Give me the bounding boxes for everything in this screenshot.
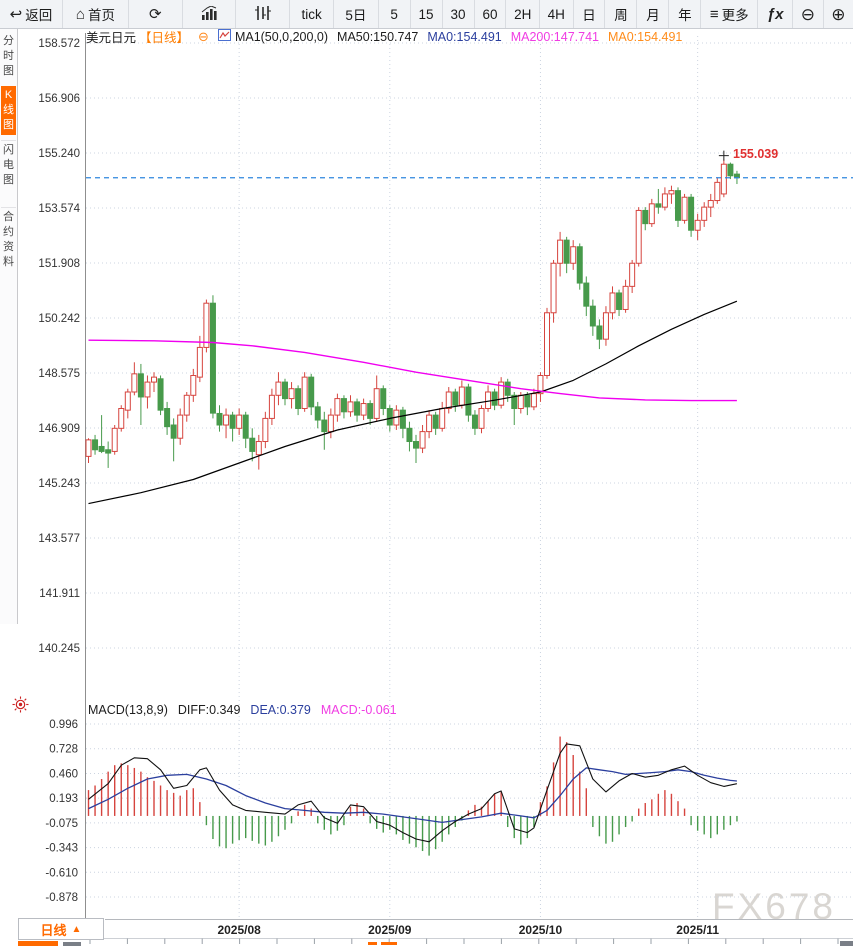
interval-4h[interactable]: 4H	[540, 0, 574, 28]
sidebar-item-contract-info[interactable]: 合约资料	[1, 207, 16, 272]
interval-month[interactable]: 月	[637, 0, 670, 28]
refresh-button[interactable]: ⟳	[129, 0, 183, 28]
ma-settings: MA1(50,0,200,0)	[234, 29, 329, 44]
home-button[interactable]: ⌂ 首页	[63, 0, 129, 28]
more-button[interactable]: ≡ 更多	[701, 0, 759, 28]
ma0-blue-value: MA0:154.491	[427, 29, 502, 44]
bar-chart-icon	[201, 4, 217, 23]
zoom-out-button[interactable]: ⊖	[793, 0, 824, 28]
svg-text:-0.878: -0.878	[45, 892, 78, 904]
ma0-orange-value: MA0:154.491	[607, 29, 683, 44]
interval-5m[interactable]: 5	[379, 0, 411, 28]
svg-text:140.245: 140.245	[38, 643, 80, 655]
ma-mini-icon	[217, 29, 231, 44]
volume-chart-button[interactable]	[183, 0, 237, 28]
indicator-settings-icon[interactable]	[12, 696, 29, 718]
svg-text:-0.343: -0.343	[45, 843, 78, 855]
sidebar-item-lightning[interactable]: 闪电图	[1, 140, 16, 190]
indicator-fx-button[interactable]: ƒx	[758, 0, 794, 28]
refresh-icon: ⟳	[149, 5, 162, 23]
interval-5day[interactable]: 5日	[334, 0, 379, 28]
symbol-name: 美元日元	[86, 31, 137, 45]
svg-text:148.575: 148.575	[38, 368, 80, 380]
interval-week[interactable]: 周	[605, 0, 638, 28]
ma200-value: MA200:147.741	[510, 29, 599, 44]
period-tab-daily[interactable]: 日线 ▲	[18, 918, 104, 940]
svg-text:0.728: 0.728	[49, 744, 78, 756]
svg-text:141.911: 141.911	[39, 588, 80, 600]
collapse-icon[interactable]: ⊖	[198, 28, 209, 44]
period-tab-label: 日线	[40, 922, 67, 938]
svg-text:155.240: 155.240	[38, 148, 80, 160]
zoom-in-icon: ⊕	[831, 4, 846, 24]
fx678-watermark: FX678	[712, 886, 837, 927]
interval-tick[interactable]: tick	[290, 0, 335, 28]
zoom-in-button[interactable]: ⊕	[824, 0, 853, 28]
svg-text:145.243: 145.243	[38, 478, 80, 490]
svg-text:2025/10: 2025/10	[519, 923, 563, 937]
fx-icon: ƒx	[766, 5, 784, 23]
macd-dea-value: DEA:0.379	[250, 702, 311, 717]
svg-text:153.574: 153.574	[38, 203, 80, 215]
macd-hist-value: MACD:-0.061	[320, 702, 397, 717]
home-icon: ⌂	[75, 5, 85, 23]
svg-text:143.577: 143.577	[38, 533, 80, 545]
svg-text:2025/11: 2025/11	[676, 923, 719, 937]
sidebar-item-kline[interactable]: K线图	[1, 86, 16, 135]
sidebar-item-timeshare[interactable]: 分时图	[3, 35, 14, 77]
interval-15m[interactable]: 15	[411, 0, 443, 28]
svg-text:-0.075: -0.075	[45, 818, 78, 830]
candlestick-icon	[254, 5, 271, 23]
interval-2h[interactable]: 2H	[506, 0, 540, 28]
macd-params: MACD(13,8,9)	[88, 702, 168, 717]
macd-diff-value: DIFF:0.349	[177, 702, 241, 717]
back-button[interactable]: ↩ 返回	[0, 0, 63, 28]
interval-day[interactable]: 日	[574, 0, 606, 28]
interval-60m[interactable]: 60	[475, 0, 507, 28]
menu-icon: ≡	[709, 5, 719, 23]
top-toolbar: ↩ 返回 ⌂ 首页 ⟳ tick 5日 5 15 30 60 2H 4H 日 周 月…	[0, 0, 853, 29]
svg-text:2025/08: 2025/08	[217, 923, 261, 937]
zoom-out-icon: ⊖	[800, 4, 816, 24]
chart-type-sidebar: 分时图 K线图 闪电图 合约资料	[0, 29, 18, 624]
interval-year[interactable]: 年	[669, 0, 702, 28]
back-arrow-icon: ↩	[9, 5, 23, 23]
interval-30m[interactable]: 30	[443, 0, 475, 28]
period-tag: 【日线】	[139, 31, 190, 45]
svg-text:0.193: 0.193	[49, 793, 78, 805]
svg-text:151.908: 151.908	[38, 258, 80, 270]
svg-text:156.906: 156.906	[38, 93, 80, 105]
chart-header: 美元日元 【日线】 ⊖ MA1(50,0,200,0) MA50:150.747…	[86, 28, 683, 46]
svg-text:0.460: 0.460	[49, 768, 78, 780]
svg-text:150.242: 150.242	[38, 313, 80, 325]
svg-text:146.909: 146.909	[38, 423, 80, 435]
svg-text:0.996: 0.996	[49, 719, 78, 731]
svg-text:-0.610: -0.610	[45, 867, 78, 879]
macd-header: MACD(13,8,9) DIFF:0.349 DEA:0.379 MACD:-…	[88, 702, 397, 717]
triangle-up-icon: ▲	[71, 923, 82, 935]
candle-style-button[interactable]	[236, 0, 290, 28]
svg-text:158.572: 158.572	[38, 38, 80, 50]
ma50-value: MA50:150.747	[337, 29, 419, 44]
svg-text:155.039: 155.039	[733, 147, 778, 161]
svg-text:2025/09: 2025/09	[368, 923, 412, 937]
